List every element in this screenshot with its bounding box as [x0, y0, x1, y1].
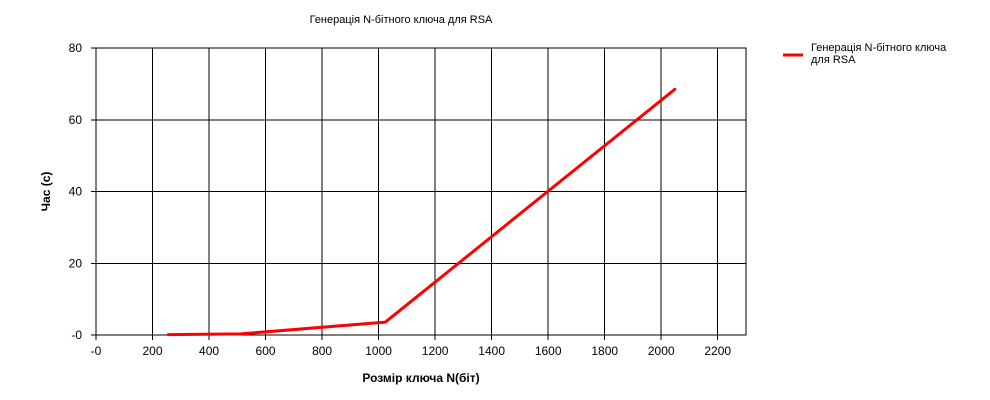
legend-label: Генерація N-бітного ключа [811, 42, 947, 54]
plot-area [95, 47, 747, 336]
x-tick-label: 600 [256, 344, 276, 358]
y-axis-label: Час (с) [39, 172, 53, 212]
y-axis-ticks: -0 20 40 60 80 [69, 41, 83, 342]
x-axis-label: Розмір ключа N(біт) [362, 371, 479, 385]
chart-title: Генерація N-бітного ключа для RSA [310, 14, 493, 26]
x-tick-label: 1800 [591, 344, 618, 358]
series-line [166, 87, 677, 337]
x-axis-ticks: -0 200 400 600 800 1000 1200 1400 1600 1800 2000 22… [91, 344, 732, 358]
x-tick-label: 1400 [478, 344, 505, 358]
y-tick-label: 20 [69, 256, 83, 270]
y-tick-label: -0 [71, 328, 82, 342]
x-tick-label: 2000 [648, 344, 675, 358]
x-tick-label: 2200 [704, 344, 731, 358]
y-tick-label: 40 [69, 185, 83, 199]
x-tick-label: 1600 [535, 344, 562, 358]
legend-label: для RSA [811, 54, 856, 66]
x-tick-label: 1000 [365, 344, 392, 358]
x-tick-label: 200 [143, 344, 163, 358]
y-tick-label: 80 [69, 41, 83, 55]
x-tick-label: 400 [199, 344, 219, 358]
x-tick-label: 800 [312, 344, 332, 358]
x-tick-label: -0 [91, 344, 102, 358]
grid [91, 47, 747, 340]
series-group [166, 87, 677, 337]
x-tick-label: 1200 [422, 344, 449, 358]
y-tick-label: 60 [69, 113, 83, 127]
